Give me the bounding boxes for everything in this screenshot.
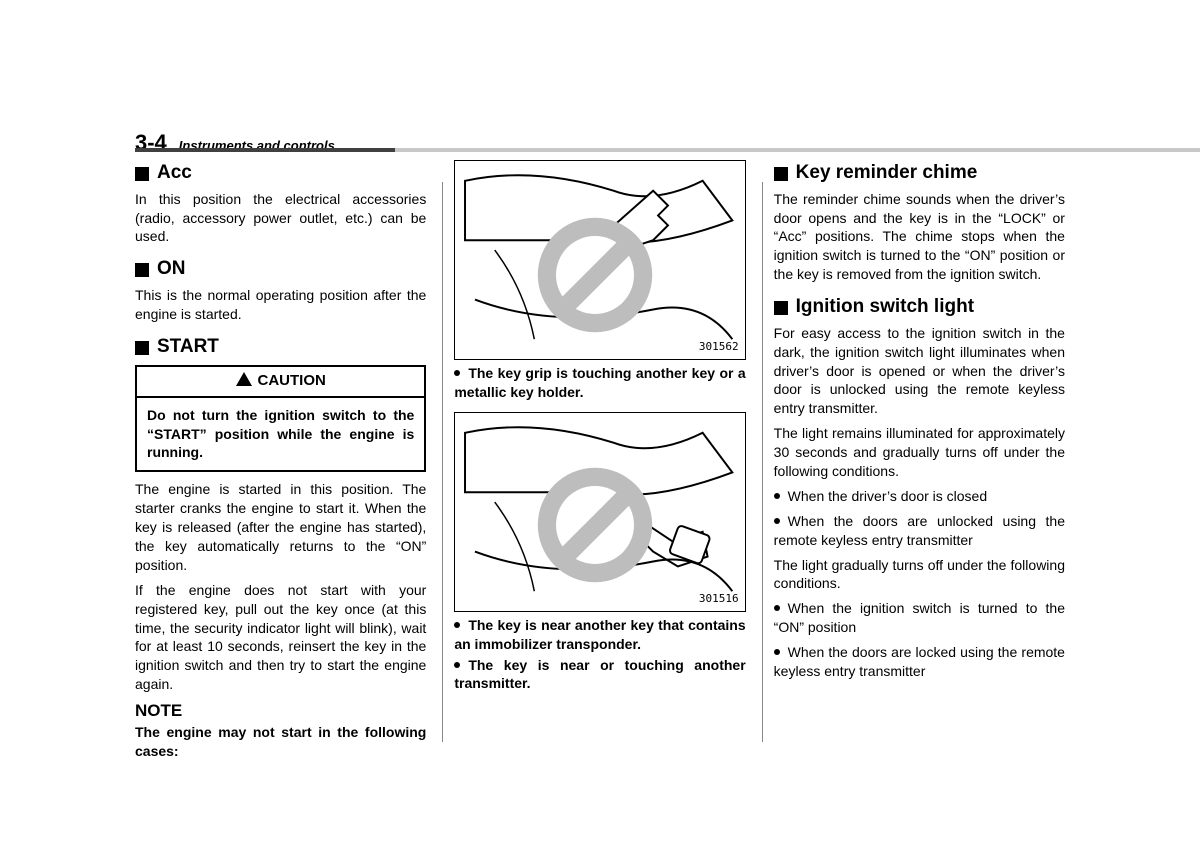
note-label: NOTE [135, 700, 426, 723]
heading-text: Ignition switch light [796, 294, 974, 320]
heading-text: Acc [157, 160, 192, 186]
light-bullet-1: When the driver’s door is closed [774, 487, 1065, 506]
note-body: The engine may not start in the followin… [135, 723, 426, 761]
column-1: Acc In this position the electrical acce… [135, 160, 426, 761]
bullet-icon [774, 605, 780, 611]
light-body1: For easy access to the ignition switch i… [774, 324, 1065, 418]
square-bullet-icon [135, 341, 149, 355]
section-light: Ignition switch light [774, 294, 1065, 320]
content-columns: Acc In this position the electrical acce… [135, 160, 1065, 761]
square-bullet-icon [135, 167, 149, 181]
ignition-key-illustration-2 [455, 413, 744, 611]
figure-number: 301516 [699, 592, 739, 607]
acc-body: In this position the electrical accessor… [135, 190, 426, 247]
column-3: Key reminder chime The reminder chime so… [774, 160, 1065, 761]
bullet-icon [454, 370, 460, 376]
figure-1-caption: The key grip is touching another key or … [454, 364, 745, 402]
column-2: 301562 The key grip is touching another … [454, 160, 745, 761]
start-para1: The engine is started in this position. … [135, 480, 426, 574]
section-start: START [135, 334, 426, 360]
light-body2: The light remains illuminated for approx… [774, 424, 1065, 481]
light-body3: The light gradually turns off under the … [774, 556, 1065, 594]
figure-2: 301516 [454, 412, 745, 612]
bullet-icon [454, 662, 460, 668]
light-bullet-3: When the ignition switch is turned to th… [774, 599, 1065, 637]
heading-text: Key reminder chime [796, 160, 978, 186]
figure-number: 301562 [699, 340, 739, 355]
caution-body: Do not turn the ignition switch to the “… [137, 398, 424, 471]
bullet-icon [454, 622, 460, 628]
column-divider [442, 182, 443, 742]
heading-text: ON [157, 256, 186, 282]
bullet-icon [774, 518, 780, 524]
light-bullet-4: When the doors are locked using the remo… [774, 643, 1065, 681]
ignition-key-illustration-1 [455, 161, 744, 359]
caution-label: CAUTION [258, 372, 326, 389]
section-acc: Acc [135, 160, 426, 186]
start-para2: If the engine does not start with your r… [135, 581, 426, 694]
on-body: This is the normal operating position af… [135, 286, 426, 324]
figure-1: 301562 [454, 160, 745, 360]
bullet-icon [774, 649, 780, 655]
warning-triangle-icon [236, 372, 252, 386]
caution-box: CAUTION Do not turn the ignition switch … [135, 365, 426, 472]
bullet-icon [774, 493, 780, 499]
heading-text: START [157, 334, 219, 360]
figure-2-caption-1: The key is near another key that contain… [454, 616, 745, 654]
column-divider [762, 182, 763, 742]
caution-header: CAUTION [137, 367, 424, 397]
square-bullet-icon [135, 263, 149, 277]
square-bullet-icon [774, 167, 788, 181]
section-on: ON [135, 256, 426, 282]
chime-body: The reminder chime sounds when the drive… [774, 190, 1065, 284]
section-chime: Key reminder chime [774, 160, 1065, 186]
square-bullet-icon [774, 301, 788, 315]
light-bullet-2: When the doors are unlocked using the re… [774, 512, 1065, 550]
figure-2-caption-2: The key is near or touching another tran… [454, 656, 745, 694]
